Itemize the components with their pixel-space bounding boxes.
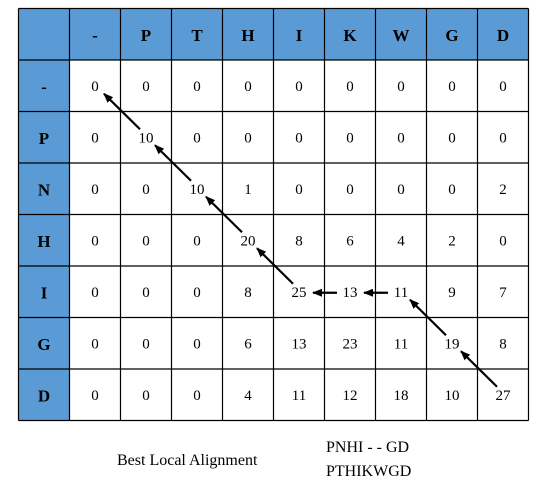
cell-value: 0 [448, 79, 456, 95]
col-header: K [343, 26, 357, 45]
col-header: - [92, 26, 98, 45]
row-header: H [37, 232, 50, 251]
cell-value: 0 [193, 285, 201, 301]
col-header: T [191, 26, 203, 45]
cell-value: 7 [499, 285, 507, 301]
cell-value: 0 [142, 388, 150, 404]
cell-value: 0 [91, 79, 99, 95]
cell-value: 0 [397, 130, 405, 146]
row-header: - [41, 77, 47, 96]
cell-value: 0 [448, 182, 456, 198]
cell-value: 0 [295, 130, 303, 146]
col-header: W [393, 26, 410, 45]
cell-value: 10 [445, 388, 460, 404]
cell-value: 20 [241, 233, 256, 249]
cell-value: 25 [292, 285, 307, 301]
cell-value: 0 [499, 79, 507, 95]
cell-value: 1 [244, 182, 252, 198]
cell-value: 0 [193, 130, 201, 146]
row-header: P [39, 129, 49, 148]
cell-value: 4 [397, 233, 405, 249]
cell-value: 13 [343, 285, 358, 301]
col-header: D [497, 26, 509, 45]
alignment-caption: Best Local Alignment [117, 452, 258, 469]
col-header: I [296, 26, 303, 45]
row-header: D [38, 386, 50, 405]
cell-value: 0 [142, 233, 150, 249]
cell-value: 9 [448, 285, 456, 301]
cell-value: 18 [394, 388, 409, 404]
cell-value: 0 [397, 182, 405, 198]
cell-value: 0 [448, 130, 456, 146]
cell-value: 0 [244, 130, 252, 146]
cell-value: 0 [91, 182, 99, 198]
traceback-arrow [460, 350, 498, 388]
cell-value: 0 [499, 130, 507, 146]
cell-value: 2 [448, 233, 456, 249]
col-header: H [241, 26, 254, 45]
traceback-arrow [409, 298, 447, 337]
cell-value: 0 [346, 182, 354, 198]
traceback-arrow [205, 195, 243, 234]
cell-value: 6 [244, 336, 252, 352]
cell-value: 8 [499, 336, 507, 352]
alignment-sequence-2: PTHIKWGD [326, 463, 412, 480]
row-header: N [38, 180, 51, 199]
cell-value: 0 [91, 388, 99, 404]
row-header: I [41, 283, 48, 302]
cell-value: 11 [394, 285, 408, 301]
cell-value: 23 [343, 336, 358, 352]
cell-value: 0 [142, 285, 150, 301]
cell-value: 0 [295, 79, 303, 95]
cell-value: 0 [193, 79, 201, 95]
cell-value: 0 [193, 336, 201, 352]
cell-value: 0 [91, 233, 99, 249]
col-header: P [141, 26, 151, 45]
cell-value: 27 [496, 388, 512, 404]
cell-value: 0 [142, 79, 150, 95]
cell-value: 2 [499, 182, 507, 198]
cell-value: 8 [244, 285, 252, 301]
traceback-arrow [256, 247, 294, 285]
cell-value: 0 [142, 336, 150, 352]
cell-value: 19 [445, 336, 460, 352]
cell-value: 13 [292, 336, 307, 352]
cell-value: 0 [346, 79, 354, 95]
cell-value: 6 [346, 233, 354, 249]
cell-value: 0 [193, 233, 201, 249]
cell-value: 10 [190, 182, 205, 198]
traceback-arrow [103, 92, 141, 131]
cell-value: 0 [91, 336, 99, 352]
row-header: G [37, 335, 50, 354]
traceback-arrow [154, 144, 192, 182]
cell-value: 0 [346, 130, 354, 146]
alignment-sequence-1: PNHI - - GD [326, 439, 410, 456]
cell-value: 4 [244, 388, 252, 404]
cell-value: 0 [142, 182, 150, 198]
cell-value: 0 [91, 130, 99, 146]
cell-value: 8 [295, 233, 303, 249]
col-header: G [445, 26, 458, 45]
cell-value: 0 [244, 79, 252, 95]
cell-value: 0 [499, 233, 507, 249]
cell-value: 0 [91, 285, 99, 301]
cell-value: 0 [397, 79, 405, 95]
cell-value: 11 [394, 336, 408, 352]
cell-value: 0 [295, 182, 303, 198]
cell-value: 10 [139, 130, 154, 146]
cell-value: 12 [343, 388, 358, 404]
cell-value: 0 [193, 388, 201, 404]
cell-value: 11 [292, 388, 306, 404]
